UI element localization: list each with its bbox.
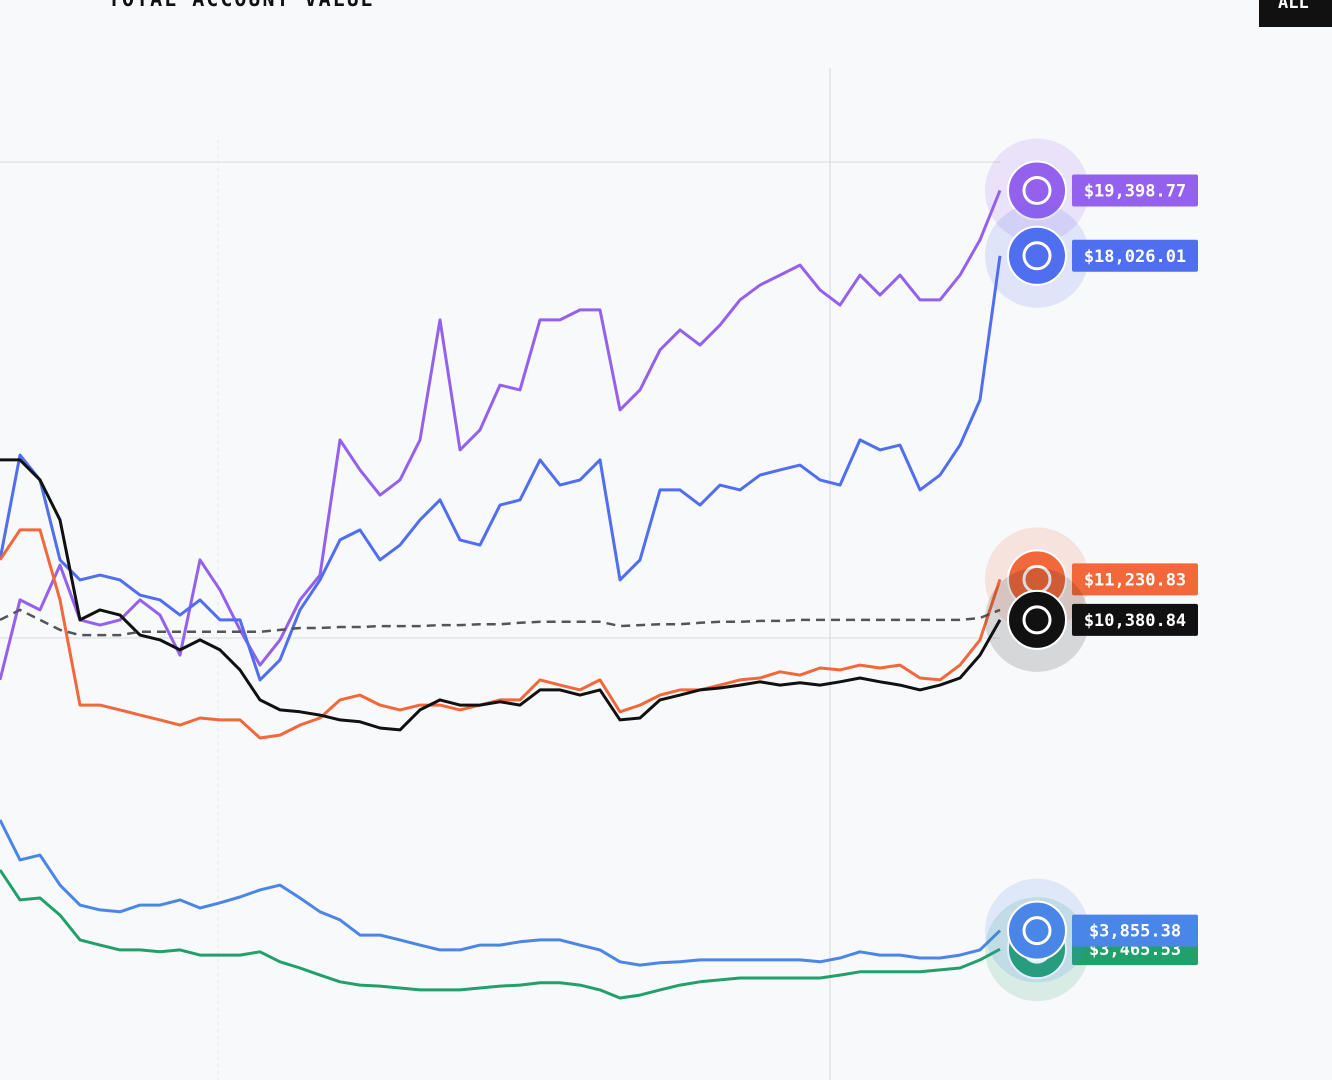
label-badge bbox=[1072, 914, 1198, 947]
value-label: $10,380.84 bbox=[1084, 611, 1186, 631]
chart-title: TOTAL ACCOUNT VALUE bbox=[108, 0, 375, 11]
icon-glyph bbox=[1022, 175, 1052, 205]
range-button[interactable]: ALL bbox=[1259, 0, 1332, 27]
icon-glyph bbox=[1022, 916, 1052, 946]
label-badge bbox=[1072, 174, 1198, 207]
icon-glyph bbox=[1022, 605, 1052, 635]
value-label: $3,855.38 bbox=[1089, 922, 1181, 942]
series-line bbox=[0, 819, 1002, 967]
model-icon bbox=[1007, 900, 1067, 961]
series-line bbox=[0, 189, 1002, 681]
button-label: ALL bbox=[1278, 0, 1309, 13]
series-line bbox=[0, 608, 1001, 637]
model-icon bbox=[1007, 160, 1067, 221]
icon-glyph bbox=[1022, 241, 1052, 271]
label-badge bbox=[1072, 563, 1198, 596]
end-labels: $19,398.77 $18,026.01 $11,230.83 $10,380.84… bbox=[985, 138, 1198, 1002]
series-line bbox=[0, 255, 1002, 682]
model-icon bbox=[1007, 225, 1067, 286]
value-label: $19,398.77 bbox=[1084, 181, 1186, 201]
value-label: $18,026.01 bbox=[1084, 247, 1186, 267]
series-line bbox=[0, 458, 1002, 732]
button-bg bbox=[1259, 0, 1332, 27]
plot bbox=[0, 189, 1002, 1000]
series-line bbox=[0, 528, 1002, 740]
series-line bbox=[0, 869, 1001, 1000]
label-badge bbox=[1072, 603, 1198, 636]
label-badge bbox=[1072, 239, 1198, 272]
model-icon bbox=[1007, 589, 1067, 650]
value-label: $11,230.83 bbox=[1084, 570, 1186, 590]
